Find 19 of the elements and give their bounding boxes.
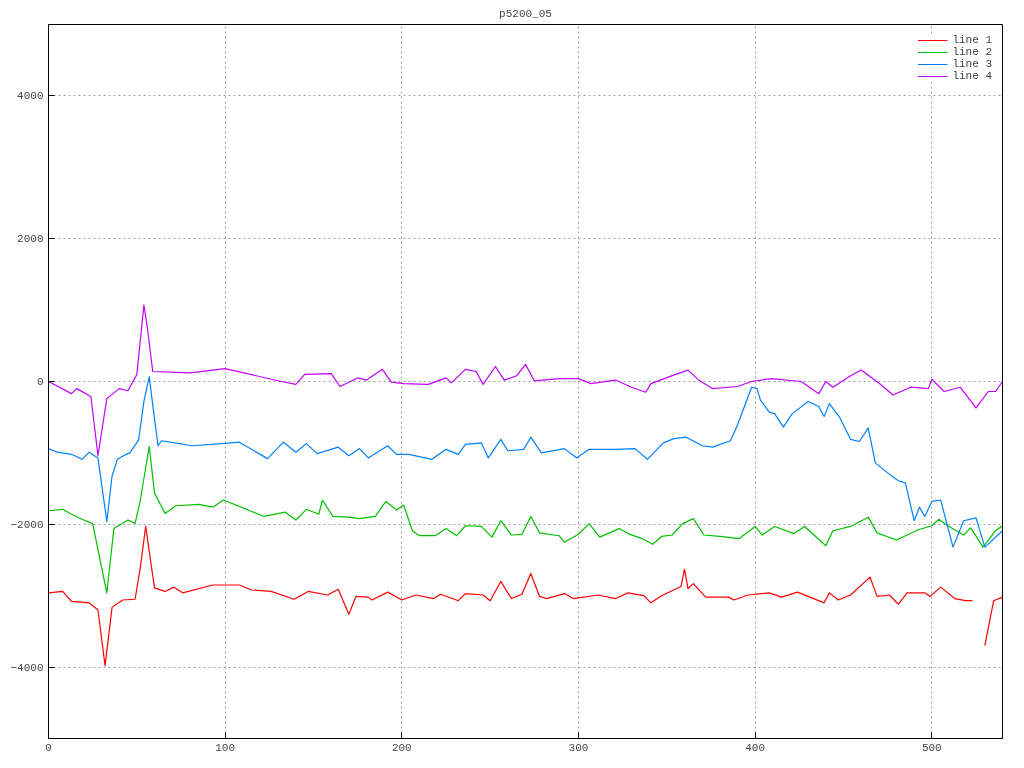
x-tick-label: 100 [215,741,236,754]
y-tick-label: 4000 [17,90,44,103]
x-tick-label: 500 [921,741,942,754]
line-series [48,304,1003,457]
y-tick-label: 0 [36,376,44,388]
x-tick-label: 0 [45,741,52,754]
line-series [48,375,1003,548]
legend-label: line 2 [952,46,992,58]
x-tick-label: 400 [745,741,766,754]
chart-title: p5200_05 [499,7,552,20]
x-tick-label: 200 [391,741,412,754]
y-tick-label: −2000 [10,518,44,531]
y-tick-label: −4000 [10,661,44,674]
y-tick-label: 2000 [17,233,44,246]
line-series [48,445,1003,594]
x-tick-label: 300 [568,741,589,754]
legend-label: line 4 [952,70,992,82]
legend-label: line 3 [952,58,992,70]
legend-label: line 1 [952,34,992,46]
